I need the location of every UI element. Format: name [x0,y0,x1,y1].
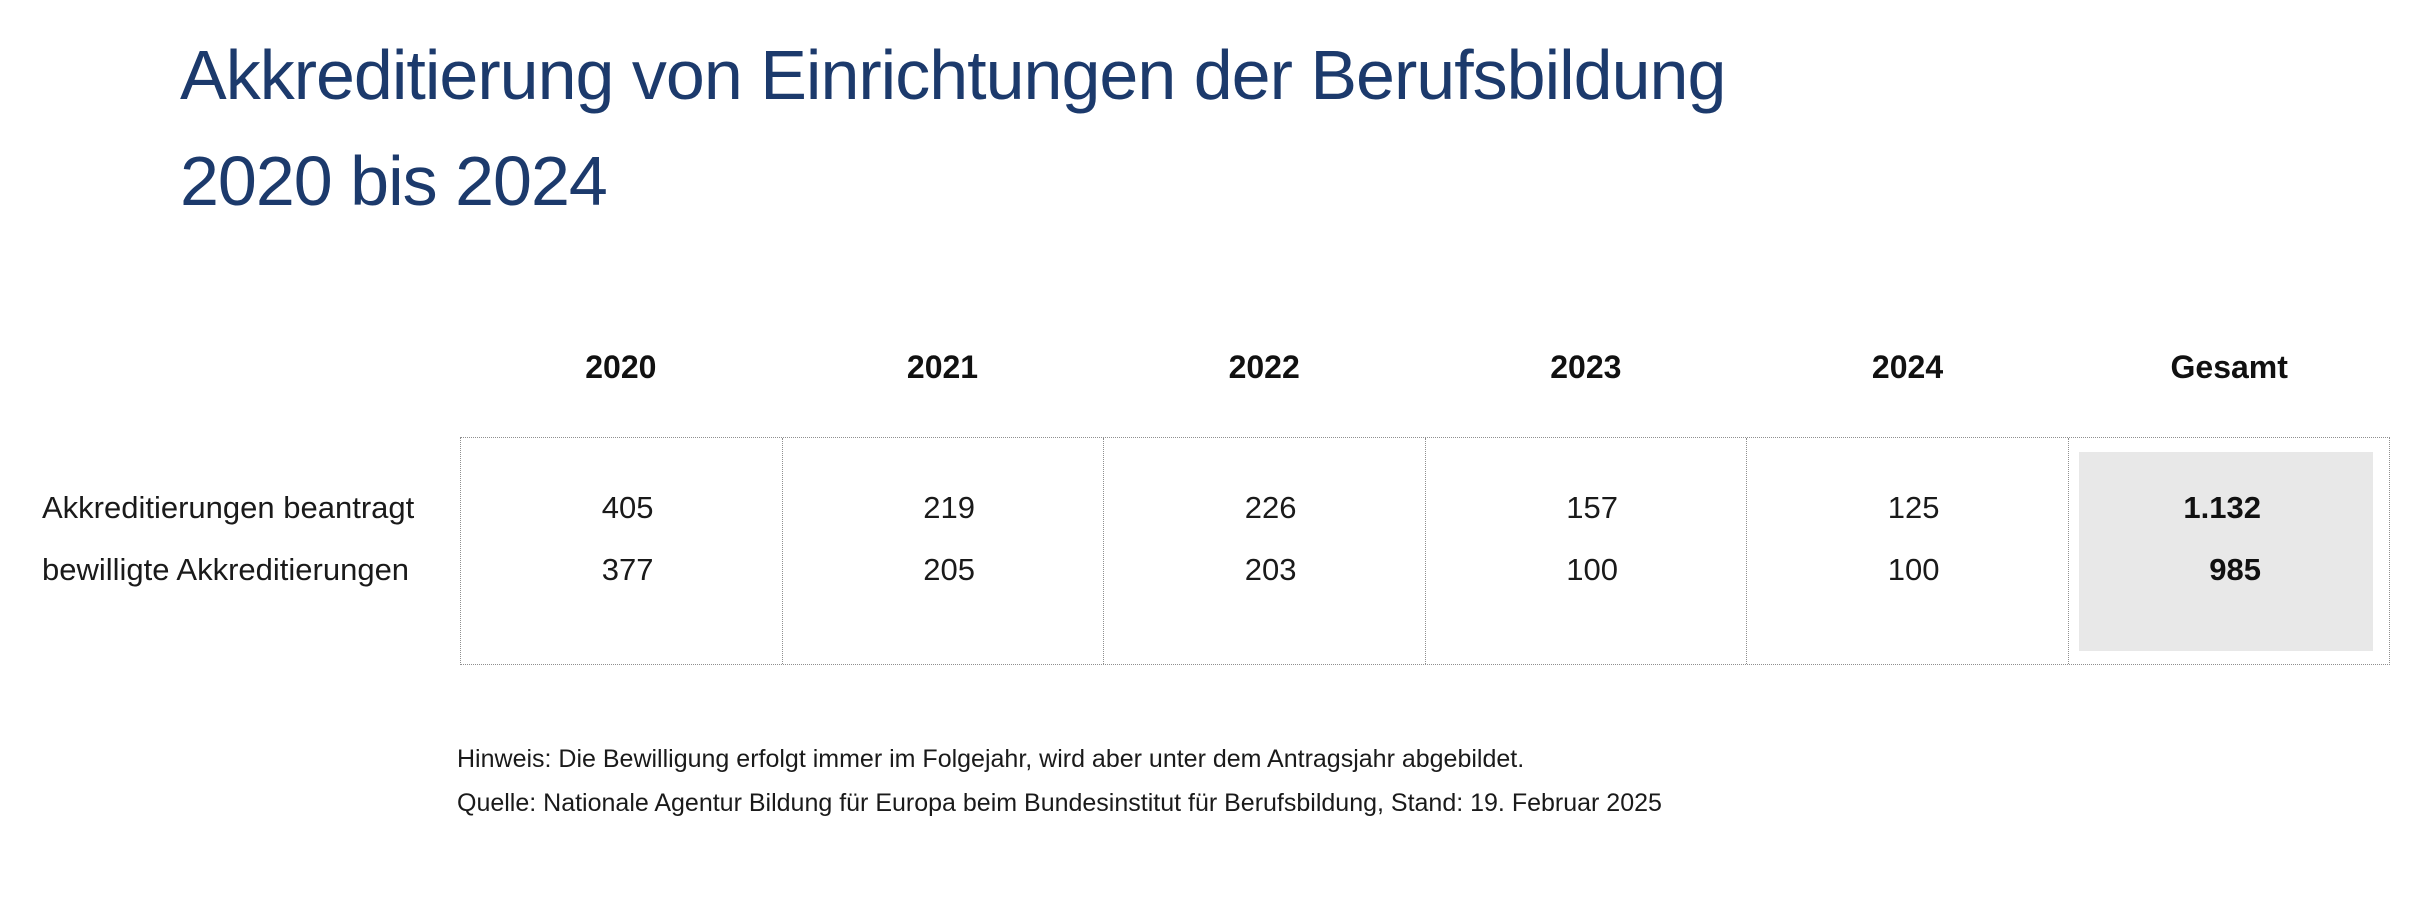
table-cell: 157 [1566,490,1618,525]
note-hinweis: Hinweis: Die Bewilligung erfolgt immer i… [457,745,1525,773]
column-2023: 157 100 [1426,438,1747,664]
table-cell-total: 1.132 [2183,490,2261,525]
table-cell: 203 [1244,552,1297,587]
column-header-gesamt: Gesamt [2170,349,2288,385]
table-column-headers: 2020 2021 2022 2023 2024 Gesamt [460,346,2390,388]
data-table: 405 377 219 205 226 203 157 100 125 100 … [460,437,2390,665]
column-2022: 226 203 [1104,438,1426,664]
column-2024: 125 100 [1747,438,2069,664]
table-row-labels: Akkreditierungen beantragt bewilligte Ak… [42,477,442,601]
column-header-2021: 2021 [906,349,979,385]
row-label-beantragt: Akkreditierungen beantragt [42,490,415,525]
table-cell: 226 [1244,490,1297,525]
table-cell: 125 [1887,490,1940,525]
table-cell: 205 [923,552,975,587]
column-header-2024: 2024 [1871,349,1944,385]
column-header-2020: 2020 [585,349,657,385]
note-quelle: Quelle: Nationale Agentur Bildung für Eu… [457,789,1662,817]
table-cell: 100 [1566,552,1618,587]
page-title-line-1: Akkreditierung von Einrichtungen der Ber… [180,36,1726,114]
gesamt-highlight-background [2078,452,2373,651]
column-header-2022: 2022 [1228,349,1300,385]
column-gesamt: 1.132 985 [2069,438,2390,664]
table-cell: 100 [1887,552,1940,587]
footnotes: Hinweis: Die Bewilligung erfolgt immer i… [457,737,1662,825]
table-cell: 405 [601,490,654,525]
table-cell: 219 [923,490,975,525]
column-2020: 405 377 [461,438,783,664]
column-2021: 219 205 [783,438,1104,664]
page-title-line-2: 2020 bis 2024 [180,142,608,220]
table-cell-total: 985 [2209,552,2261,587]
page-title: Akkreditierung von Einrichtungen der Ber… [180,22,1726,234]
row-label-bewilligt: bewilligte Akkreditierungen [42,552,410,587]
table-cell: 377 [601,552,654,587]
column-header-2023: 2023 [1550,349,1622,385]
